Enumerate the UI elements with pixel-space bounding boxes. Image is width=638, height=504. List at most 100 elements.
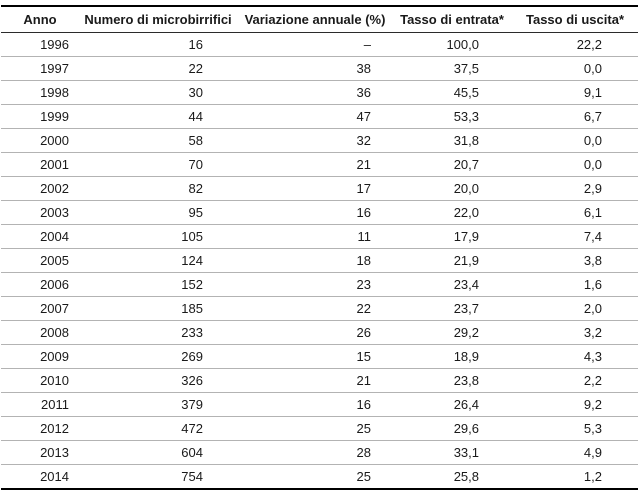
table-row: 2014 754 25 25,8 1,2 [1, 464, 638, 490]
table-cell: 2009 [1, 344, 79, 369]
table-row: 1999 44 47 53,3 6,7 [1, 104, 638, 129]
table-cell: 1996 [1, 32, 79, 57]
column-header-anno: Anno [1, 5, 79, 33]
table-cell: 1997 [1, 56, 79, 81]
table-cell: 6,1 [511, 200, 638, 225]
table-cell: 1998 [1, 80, 79, 105]
table-row: 1996 16–100,0 22,2 [1, 32, 638, 57]
table-cell: 0,0 [511, 152, 638, 177]
table-cell: 7,4 [511, 224, 638, 249]
table-cell: 23,8 [393, 368, 511, 393]
table-cell: 326 [79, 368, 237, 393]
table-cell: 22,0 [393, 200, 511, 225]
table-cell: 2012 [1, 416, 79, 441]
table-cell: 2008 [1, 320, 79, 345]
header-row: Anno Numero di microbirrifici Variazione… [1, 5, 638, 33]
table-cell: 22 [79, 56, 237, 81]
table-cell: 18 [237, 248, 393, 273]
table-cell: 82 [79, 176, 237, 201]
table-header: Anno Numero di microbirrifici Variazione… [1, 5, 638, 33]
microbreweries-data-table: Anno Numero di microbirrifici Variazione… [1, 5, 638, 490]
table-cell: 754 [79, 464, 237, 490]
table-cell: 33,1 [393, 440, 511, 465]
table-cell: 3,2 [511, 320, 638, 345]
table-cell: 2007 [1, 296, 79, 321]
table-cell: 21,9 [393, 248, 511, 273]
column-header-variazione-annuale: Variazione annuale (%) [237, 5, 393, 33]
table-cell: 2,9 [511, 176, 638, 201]
table-cell: 100,0 [393, 32, 511, 57]
table-cell: 37,5 [393, 56, 511, 81]
table-row: 2013 604 28 33,1 4,9 [1, 440, 638, 465]
table-cell: 16 [237, 392, 393, 417]
table-cell: 17 [237, 176, 393, 201]
table-cell: 25,8 [393, 464, 511, 490]
table-cell: 17,9 [393, 224, 511, 249]
table-cell: 70 [79, 152, 237, 177]
table-cell: 31,8 [393, 128, 511, 153]
table-cell: 47 [237, 104, 393, 129]
table-row: 2000 58 32 31,8 0,0 [1, 128, 638, 153]
table-cell: 472 [79, 416, 237, 441]
table-cell: 1,6 [511, 272, 638, 297]
table-cell: 604 [79, 440, 237, 465]
microbreweries-table-page: Anno Numero di microbirrifici Variazione… [0, 5, 638, 504]
table-cell: 18,9 [393, 344, 511, 369]
table-cell: 5,3 [511, 416, 638, 441]
table-cell: 9,1 [511, 80, 638, 105]
table-cell: 15 [237, 344, 393, 369]
table-row: 2001 70 21 20,7 0,0 [1, 152, 638, 177]
table-row: 2007 185 22 23,7 2,0 [1, 296, 638, 321]
table-cell: 2004 [1, 224, 79, 249]
table-cell: 2010 [1, 368, 79, 393]
table-row: 2003 95 16 22,0 6,1 [1, 200, 638, 225]
table-cell: 44 [79, 104, 237, 129]
table-row: 2005 124 18 21,9 3,8 [1, 248, 638, 273]
table-cell: 53,3 [393, 104, 511, 129]
table-row: 1998 30 36 45,5 9,1 [1, 80, 638, 105]
table-row: 2004 105 11 17,9 7,4 [1, 224, 638, 249]
table-cell: 2005 [1, 248, 79, 273]
table-cell: 38 [237, 56, 393, 81]
table-cell: 2000 [1, 128, 79, 153]
table-cell: 25 [237, 464, 393, 490]
table-cell: 2001 [1, 152, 79, 177]
table-cell: 23 [237, 272, 393, 297]
table-cell: 26,4 [393, 392, 511, 417]
table-cell: 11 [237, 224, 393, 249]
table-cell: 45,5 [393, 80, 511, 105]
table-cell: 16 [79, 32, 237, 57]
table-cell: 23,7 [393, 296, 511, 321]
column-header-numero-microbirrifici: Numero di microbirrifici [79, 5, 237, 33]
table-cell: 28 [237, 440, 393, 465]
table-cell: 22,2 [511, 32, 638, 57]
table-cell: 95 [79, 200, 237, 225]
table-row: 2010 326 21 23,8 2,2 [1, 368, 638, 393]
table-cell: 124 [79, 248, 237, 273]
table-cell: 20,0 [393, 176, 511, 201]
table-cell: 2013 [1, 440, 79, 465]
table-row: 2002 82 17 20,0 2,9 [1, 176, 638, 201]
table-cell: 4,9 [511, 440, 638, 465]
table-cell: 9,2 [511, 392, 638, 417]
table-cell: 379 [79, 392, 237, 417]
column-header-tasso-uscita: Tasso di uscita* [511, 5, 638, 33]
table-cell: 2006 [1, 272, 79, 297]
table-body: 1996 16–100,0 22,2 1997 22 38 37,5 0,0 1998 30 36 4… [1, 32, 638, 490]
table-cell: 2002 [1, 176, 79, 201]
table-cell: 1999 [1, 104, 79, 129]
table-cell: 21 [237, 152, 393, 177]
table-cell: 2014 [1, 464, 79, 490]
table-cell: 30 [79, 80, 237, 105]
table-cell: 36 [237, 80, 393, 105]
table-cell: 152 [79, 272, 237, 297]
table-row: 2009 269 15 18,9 4,3 [1, 344, 638, 369]
table-cell: 22 [237, 296, 393, 321]
table-cell: 1,2 [511, 464, 638, 490]
table-cell: – [237, 32, 393, 57]
table-cell: 2011 [1, 392, 79, 417]
table-cell: 105 [79, 224, 237, 249]
table-cell: 29,6 [393, 416, 511, 441]
table-cell: 25 [237, 416, 393, 441]
table-cell: 233 [79, 320, 237, 345]
